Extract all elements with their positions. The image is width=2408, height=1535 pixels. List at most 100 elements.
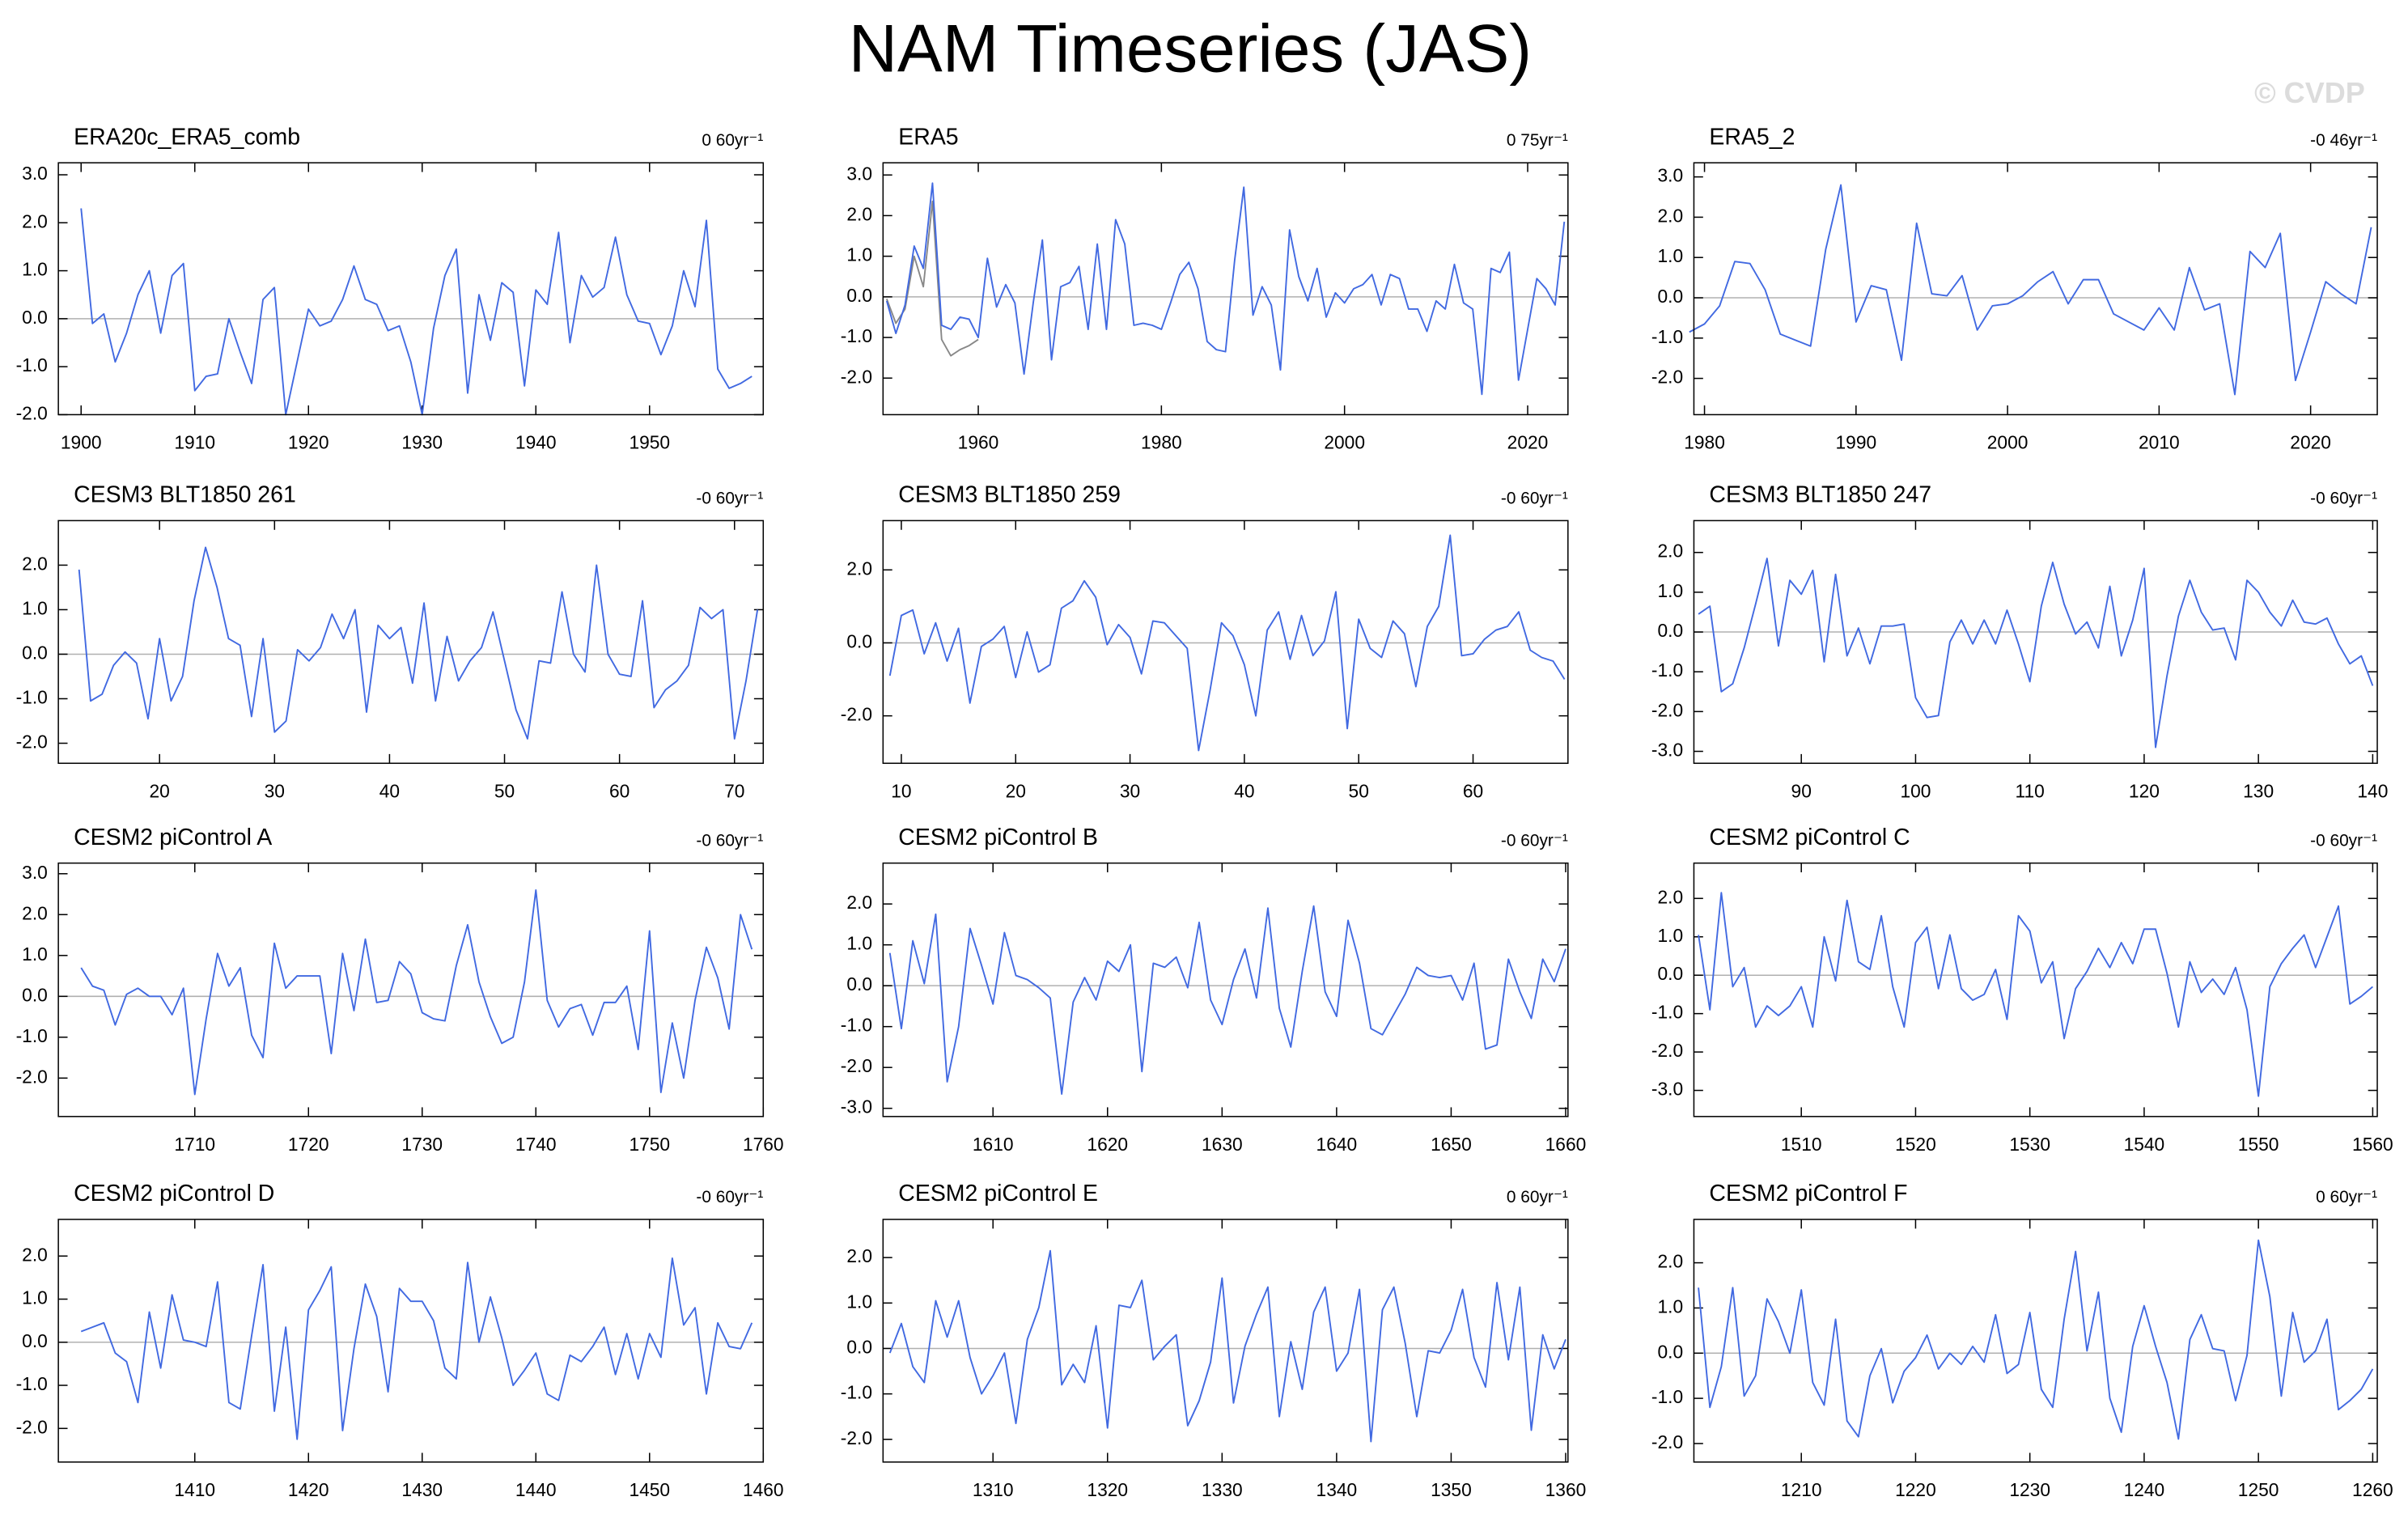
series-line bbox=[1689, 184, 2372, 396]
x-tick-label: 1220 bbox=[1895, 1479, 1936, 1500]
y-tick-label: -2.0 bbox=[841, 1427, 872, 1448]
y-tick-label: 0.0 bbox=[1658, 620, 1684, 641]
panel-title: ERA5 bbox=[898, 124, 958, 150]
series-line bbox=[78, 546, 759, 740]
x-tick-label: 1740 bbox=[515, 1134, 557, 1155]
x-tick-label: 1610 bbox=[973, 1134, 1014, 1155]
y-tick-label: -2.0 bbox=[1651, 1431, 1683, 1452]
x-tick-label: 1530 bbox=[2009, 1134, 2050, 1155]
series-line bbox=[888, 905, 1566, 1095]
plot-frame bbox=[1693, 519, 2378, 765]
x-tick-label: 60 bbox=[609, 780, 630, 801]
x-tick-label: 1620 bbox=[1087, 1134, 1128, 1155]
x-tick-label: 1340 bbox=[1316, 1479, 1358, 1500]
panel-title: ERA20c_ERA5_comb bbox=[74, 124, 300, 150]
x-tick-label: 1660 bbox=[1545, 1134, 1587, 1155]
x-tick-label: 1310 bbox=[973, 1479, 1014, 1500]
x-tick-label: 140 bbox=[2357, 780, 2388, 801]
x-tick-label: 1920 bbox=[288, 432, 329, 453]
y-tick-label: -1.0 bbox=[1651, 326, 1683, 347]
x-tick-label: 1260 bbox=[2352, 1479, 2393, 1500]
x-tick-label: 1990 bbox=[1835, 432, 1876, 453]
x-tick-label: 110 bbox=[2016, 780, 2045, 801]
x-tick-label: 1760 bbox=[743, 1134, 784, 1155]
y-tick-label: -2.0 bbox=[1651, 699, 1683, 720]
y-tick-label: -1.0 bbox=[16, 1025, 48, 1046]
x-tick-label: 1650 bbox=[1431, 1134, 1472, 1155]
plot-frame bbox=[1693, 1219, 2378, 1463]
y-tick-label: 2.0 bbox=[1658, 886, 1684, 907]
x-tick-label: 1420 bbox=[288, 1479, 329, 1500]
x-tick-label: 100 bbox=[1900, 780, 1931, 801]
y-tick-label: -3.0 bbox=[1651, 1079, 1683, 1100]
x-tick-label: 1900 bbox=[61, 432, 102, 453]
x-tick-label: 20 bbox=[1006, 780, 1026, 801]
series-line bbox=[885, 200, 979, 357]
series-line bbox=[885, 182, 1566, 396]
y-tick-label: 1.0 bbox=[22, 943, 48, 965]
x-tick-label: 1710 bbox=[174, 1134, 215, 1155]
plot-frame bbox=[882, 862, 1569, 1117]
y-tick-label: 2.0 bbox=[846, 892, 872, 913]
plot-frame bbox=[1693, 862, 2378, 1117]
trend-label: -0 60yr⁻¹ bbox=[696, 489, 763, 507]
x-tick-label: 1350 bbox=[1431, 1479, 1472, 1500]
y-tick-label: 2.0 bbox=[846, 203, 872, 224]
y-tick-label: 0.0 bbox=[22, 1330, 48, 1351]
y-tick-label: 2.0 bbox=[846, 558, 872, 579]
trend-label: -0 46yr⁻¹ bbox=[2310, 131, 2377, 150]
y-tick-label: 0.0 bbox=[846, 630, 872, 651]
y-tick-label: 0.0 bbox=[846, 285, 872, 306]
y-tick-label: 1.0 bbox=[1658, 1295, 1684, 1317]
y-tick-label: 2.0 bbox=[1658, 1251, 1684, 1272]
plot-frame bbox=[882, 162, 1569, 416]
x-tick-label: 1930 bbox=[401, 432, 443, 453]
y-tick-label: 2.0 bbox=[22, 1244, 48, 1265]
y-tick-label: -1.0 bbox=[1651, 659, 1683, 681]
x-tick-label: 70 bbox=[724, 780, 744, 801]
x-tick-label: 1910 bbox=[174, 432, 215, 453]
series-line bbox=[80, 889, 753, 1096]
x-tick-label: 1950 bbox=[629, 432, 670, 453]
x-tick-label: 1940 bbox=[515, 432, 557, 453]
y-tick-label: 3.0 bbox=[22, 862, 48, 883]
trend-label: -0 60yr⁻¹ bbox=[1501, 489, 1568, 507]
y-tick-label: -1.0 bbox=[841, 1015, 872, 1036]
y-tick-label: -2.0 bbox=[16, 1066, 48, 1087]
x-tick-label: 1510 bbox=[1781, 1134, 1822, 1155]
x-tick-label: 1630 bbox=[1202, 1134, 1243, 1155]
y-tick-label: 3.0 bbox=[1658, 165, 1684, 186]
series-line bbox=[1698, 892, 2373, 1097]
y-tick-label: 0.0 bbox=[22, 642, 48, 663]
x-tick-label: 30 bbox=[1120, 780, 1140, 801]
trend-label: 0 60yr⁻¹ bbox=[702, 131, 763, 150]
x-tick-label: 130 bbox=[2243, 780, 2274, 801]
plot-frame bbox=[882, 519, 1569, 765]
x-tick-label: 60 bbox=[1463, 780, 1483, 801]
y-tick-label: -2.0 bbox=[1651, 367, 1683, 388]
x-tick-label: 2010 bbox=[2139, 432, 2180, 453]
x-tick-label: 20 bbox=[150, 780, 170, 801]
panel-title: CESM2 piControl A bbox=[74, 825, 272, 850]
x-tick-label: 1640 bbox=[1316, 1134, 1358, 1155]
y-tick-label: 3.0 bbox=[22, 163, 48, 184]
x-tick-label: 1360 bbox=[1545, 1479, 1587, 1500]
x-tick-label: 1980 bbox=[1684, 432, 1725, 453]
x-tick-label: 50 bbox=[494, 780, 515, 801]
y-tick-label: 0.0 bbox=[846, 973, 872, 994]
y-tick-label: -2.0 bbox=[841, 1055, 872, 1076]
y-tick-label: 0.0 bbox=[22, 307, 48, 328]
trend-label: 0 60yr⁻¹ bbox=[2316, 1188, 2377, 1206]
y-tick-label: 1.0 bbox=[22, 597, 48, 618]
x-tick-label: 1520 bbox=[1895, 1134, 1936, 1155]
x-tick-label: 1460 bbox=[743, 1479, 784, 1500]
plot-frame bbox=[57, 519, 765, 765]
trend-label: -0 60yr⁻¹ bbox=[1501, 832, 1568, 850]
trend-label: -0 60yr⁻¹ bbox=[2310, 832, 2377, 850]
plot-frame bbox=[57, 162, 765, 416]
series-line bbox=[1698, 558, 2374, 748]
panel-title: CESM3 BLT1850 259 bbox=[898, 482, 1121, 508]
y-tick-label: -2.0 bbox=[16, 1416, 48, 1437]
y-tick-label: 1.0 bbox=[22, 259, 48, 280]
